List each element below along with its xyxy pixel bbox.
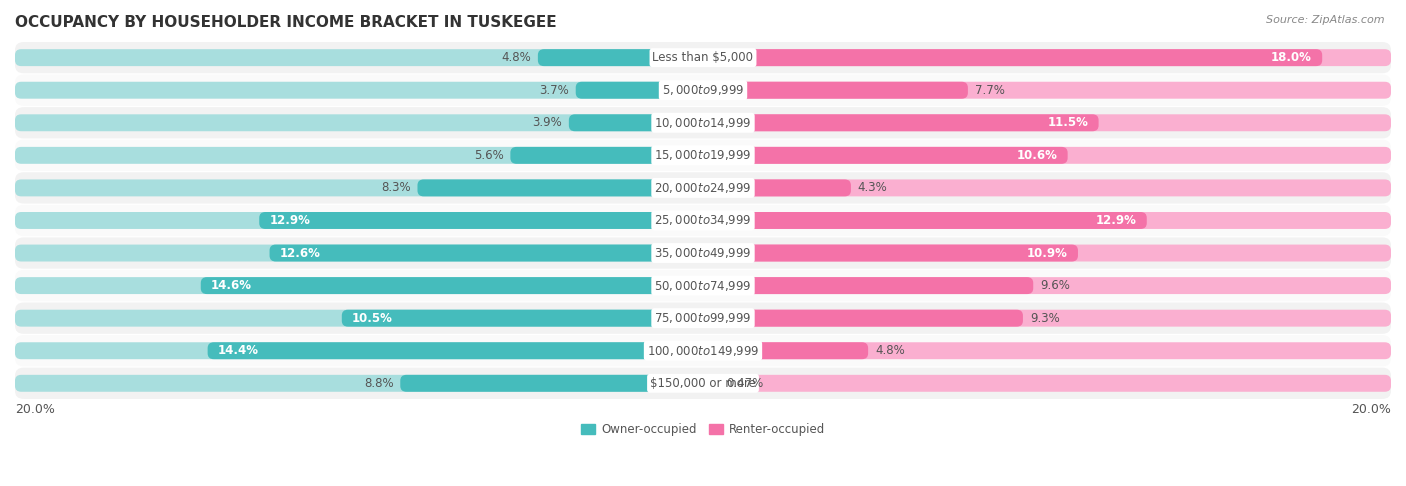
FancyBboxPatch shape <box>15 303 1391 334</box>
Text: $10,000 to $14,999: $10,000 to $14,999 <box>654 116 752 130</box>
FancyBboxPatch shape <box>703 114 1098 131</box>
Text: 10.6%: 10.6% <box>1017 149 1057 162</box>
FancyBboxPatch shape <box>703 179 851 196</box>
Text: 12.9%: 12.9% <box>270 214 311 227</box>
Text: $25,000 to $34,999: $25,000 to $34,999 <box>654 213 752 227</box>
FancyBboxPatch shape <box>703 375 718 392</box>
FancyBboxPatch shape <box>703 212 1147 229</box>
Text: $50,000 to $74,999: $50,000 to $74,999 <box>654 278 752 293</box>
Text: 3.7%: 3.7% <box>538 84 569 97</box>
Text: 14.6%: 14.6% <box>211 279 252 292</box>
FancyBboxPatch shape <box>15 277 703 294</box>
FancyBboxPatch shape <box>569 114 703 131</box>
FancyBboxPatch shape <box>15 244 703 261</box>
FancyBboxPatch shape <box>15 147 703 164</box>
Legend: Owner-occupied, Renter-occupied: Owner-occupied, Renter-occupied <box>576 418 830 441</box>
FancyBboxPatch shape <box>510 147 703 164</box>
FancyBboxPatch shape <box>703 244 1391 261</box>
Text: 12.9%: 12.9% <box>1095 214 1136 227</box>
Text: Source: ZipAtlas.com: Source: ZipAtlas.com <box>1267 15 1385 25</box>
FancyBboxPatch shape <box>703 147 1067 164</box>
Text: 12.6%: 12.6% <box>280 246 321 260</box>
FancyBboxPatch shape <box>15 114 703 131</box>
FancyBboxPatch shape <box>703 212 1391 229</box>
FancyBboxPatch shape <box>15 82 703 99</box>
Text: 0.47%: 0.47% <box>725 377 763 390</box>
FancyBboxPatch shape <box>15 172 1391 204</box>
FancyBboxPatch shape <box>703 114 1391 131</box>
FancyBboxPatch shape <box>15 375 703 392</box>
FancyBboxPatch shape <box>15 335 1391 366</box>
FancyBboxPatch shape <box>15 212 703 229</box>
Text: $150,000 or more: $150,000 or more <box>650 377 756 390</box>
FancyBboxPatch shape <box>703 277 1033 294</box>
FancyBboxPatch shape <box>703 82 1391 99</box>
FancyBboxPatch shape <box>15 270 1391 301</box>
Text: 3.9%: 3.9% <box>533 116 562 129</box>
Text: 5.6%: 5.6% <box>474 149 503 162</box>
FancyBboxPatch shape <box>703 82 967 99</box>
FancyBboxPatch shape <box>401 375 703 392</box>
FancyBboxPatch shape <box>575 82 703 99</box>
Text: 20.0%: 20.0% <box>15 403 55 417</box>
Text: OCCUPANCY BY HOUSEHOLDER INCOME BRACKET IN TUSKEGEE: OCCUPANCY BY HOUSEHOLDER INCOME BRACKET … <box>15 15 557 30</box>
FancyBboxPatch shape <box>15 179 703 196</box>
Text: 20.0%: 20.0% <box>1351 403 1391 417</box>
FancyBboxPatch shape <box>259 212 703 229</box>
Text: $100,000 to $149,999: $100,000 to $149,999 <box>647 344 759 358</box>
Text: $20,000 to $24,999: $20,000 to $24,999 <box>654 181 752 195</box>
Text: 4.3%: 4.3% <box>858 181 887 194</box>
Text: 10.9%: 10.9% <box>1026 246 1067 260</box>
FancyBboxPatch shape <box>15 237 1391 269</box>
FancyBboxPatch shape <box>15 42 1391 73</box>
Text: 10.5%: 10.5% <box>352 312 394 325</box>
FancyBboxPatch shape <box>703 179 1391 196</box>
FancyBboxPatch shape <box>15 107 1391 139</box>
FancyBboxPatch shape <box>703 49 1391 66</box>
FancyBboxPatch shape <box>15 139 1391 171</box>
Text: 4.8%: 4.8% <box>502 51 531 64</box>
FancyBboxPatch shape <box>703 310 1024 327</box>
FancyBboxPatch shape <box>703 277 1391 294</box>
FancyBboxPatch shape <box>208 342 703 359</box>
Text: $5,000 to $9,999: $5,000 to $9,999 <box>662 83 744 97</box>
Text: 8.3%: 8.3% <box>381 181 411 194</box>
FancyBboxPatch shape <box>15 342 703 359</box>
FancyBboxPatch shape <box>15 205 1391 236</box>
Text: 11.5%: 11.5% <box>1047 116 1088 129</box>
FancyBboxPatch shape <box>703 49 1322 66</box>
Text: Less than $5,000: Less than $5,000 <box>652 51 754 64</box>
FancyBboxPatch shape <box>703 310 1391 327</box>
FancyBboxPatch shape <box>342 310 703 327</box>
FancyBboxPatch shape <box>703 342 868 359</box>
FancyBboxPatch shape <box>703 244 1078 261</box>
FancyBboxPatch shape <box>703 375 1391 392</box>
FancyBboxPatch shape <box>270 244 703 261</box>
Text: $35,000 to $49,999: $35,000 to $49,999 <box>654 246 752 260</box>
FancyBboxPatch shape <box>15 49 703 66</box>
Text: 18.0%: 18.0% <box>1271 51 1312 64</box>
Text: 7.7%: 7.7% <box>974 84 1005 97</box>
Text: 9.6%: 9.6% <box>1040 279 1070 292</box>
FancyBboxPatch shape <box>538 49 703 66</box>
FancyBboxPatch shape <box>15 368 1391 399</box>
Text: $15,000 to $19,999: $15,000 to $19,999 <box>654 148 752 162</box>
Text: 8.8%: 8.8% <box>364 377 394 390</box>
FancyBboxPatch shape <box>418 179 703 196</box>
Text: 14.4%: 14.4% <box>218 344 259 357</box>
Text: 4.8%: 4.8% <box>875 344 904 357</box>
FancyBboxPatch shape <box>15 74 1391 106</box>
Text: 9.3%: 9.3% <box>1029 312 1060 325</box>
FancyBboxPatch shape <box>201 277 703 294</box>
Text: $75,000 to $99,999: $75,000 to $99,999 <box>654 311 752 325</box>
FancyBboxPatch shape <box>15 310 703 327</box>
FancyBboxPatch shape <box>703 147 1391 164</box>
FancyBboxPatch shape <box>703 342 1391 359</box>
